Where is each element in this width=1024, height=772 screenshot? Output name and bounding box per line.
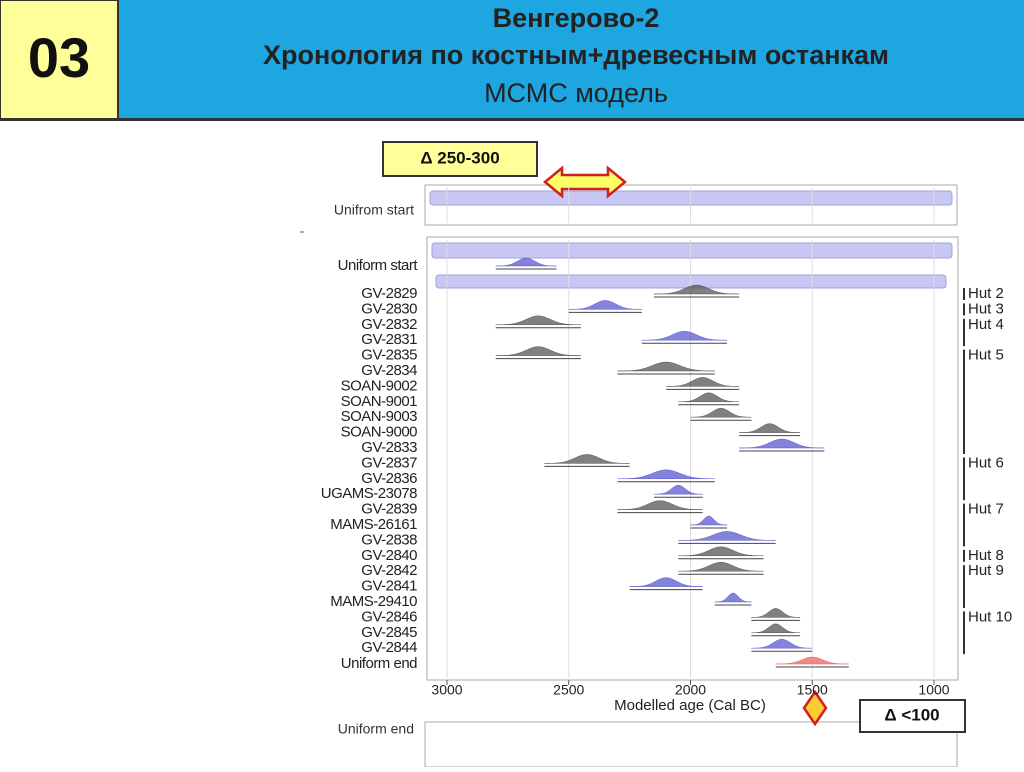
subtitle: Хронология по костным+древесным останкам	[263, 40, 889, 70]
hut-label: Hut 7	[968, 501, 1004, 518]
hut-label: Hut 8	[968, 547, 1004, 564]
row-label: GV-2840	[361, 547, 417, 564]
distribution	[751, 623, 801, 634]
delta-top-box	[382, 141, 538, 177]
diamond	[802, 689, 828, 727]
distribution	[690, 515, 728, 526]
distribution	[751, 638, 813, 649]
slide-number: 03	[28, 26, 90, 89]
distribution	[495, 346, 581, 356]
header-rule	[0, 118, 1024, 121]
distribution	[738, 438, 825, 449]
hut-label: Hut 6	[968, 454, 1004, 471]
row-label: MAMS-26161	[330, 516, 417, 533]
title: Венгерово-2	[493, 3, 660, 33]
row-label: GV-2829	[361, 285, 417, 302]
row-label: GV-2834	[361, 362, 417, 379]
row-label: GV-2831	[361, 331, 417, 348]
distribution	[544, 454, 630, 464]
plot-panel	[426, 236, 959, 681]
delta-bottom-box	[859, 699, 966, 733]
row-label: MAMS-29410	[330, 593, 417, 610]
distribution	[617, 361, 715, 372]
row-label: SOAN-9001	[341, 393, 418, 410]
delta-bottom: Δ <100	[884, 705, 939, 724]
row-label: GV-2842	[361, 562, 417, 579]
number-box	[0, 0, 119, 121]
row-label: GV-2835	[361, 347, 417, 364]
distribution	[751, 608, 801, 618]
distribution	[617, 500, 703, 510]
distribution	[714, 592, 752, 603]
hut-label: Hut 2	[968, 285, 1004, 302]
hut-label: Hut 10	[968, 608, 1012, 625]
header-bar	[0, 0, 1024, 120]
distribution	[775, 656, 849, 665]
x-tick-label: 3000	[431, 682, 462, 698]
row-label: Uniform start	[338, 257, 419, 274]
row-label: UGAMS-23078	[321, 485, 417, 502]
x-tick-label: 1000	[918, 682, 949, 698]
hut-label: Hut 4	[968, 316, 1004, 333]
distribution	[690, 407, 752, 418]
row-label: GV-2844	[361, 639, 417, 656]
row-label: GV-2837	[361, 454, 417, 471]
row-label: SOAN-9000	[341, 424, 418, 441]
distribution	[738, 423, 801, 433]
x-axis-label: Modelled age (Cal BC)	[614, 697, 766, 714]
delta-top: Δ 250-300	[420, 148, 499, 167]
top-label: Unifrom start	[334, 202, 414, 218]
hut-label: Hut 3	[968, 300, 1004, 317]
bottom-label: Uniform end	[338, 721, 414, 737]
distribution	[653, 484, 703, 495]
row-label: GV-2832	[361, 316, 417, 333]
row-label: GV-2838	[361, 531, 417, 548]
row-label: SOAN-9002	[341, 377, 418, 394]
model: МСМС модель	[484, 78, 668, 108]
row-label: GV-2846	[361, 608, 417, 625]
hut-label: Hut 9	[968, 562, 1004, 579]
distribution	[678, 392, 740, 403]
x-tick-label: 2000	[675, 682, 706, 698]
row-label: Uniform end	[341, 655, 417, 672]
distribution	[678, 531, 776, 541]
row-label: GV-2841	[361, 578, 417, 595]
distribution	[653, 284, 740, 295]
distribution	[678, 546, 764, 557]
row-label: GV-2839	[361, 501, 417, 518]
row-label: GV-2845	[361, 624, 417, 641]
distribution	[665, 377, 740, 387]
row-label: SOAN-9003	[341, 408, 418, 425]
band	[431, 242, 953, 259]
distribution	[568, 300, 642, 310]
distribution	[629, 577, 703, 587]
distribution	[495, 257, 557, 267]
hut-label: Hut 5	[968, 347, 1004, 364]
x-tick-label: 1500	[797, 682, 828, 698]
distribution	[641, 330, 728, 341]
distribution	[617, 469, 715, 480]
x-tick-label: 2500	[553, 682, 584, 698]
row-label: GV-2830	[361, 300, 417, 317]
row-label: GV-2833	[361, 439, 417, 456]
distribution	[495, 315, 581, 326]
double-arrow	[543, 165, 627, 199]
row-label: GV-2836	[361, 470, 417, 487]
distribution	[678, 561, 764, 572]
